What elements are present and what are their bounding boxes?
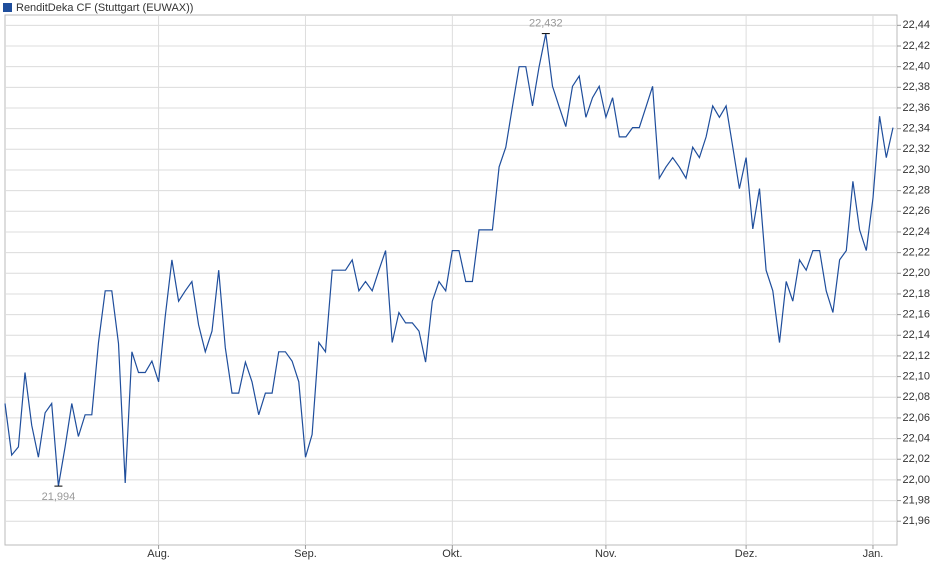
- extreme-label: 22,432: [529, 18, 563, 30]
- y-tick-label: 22,36: [902, 102, 930, 114]
- x-tick-label: Dez.: [735, 548, 758, 560]
- x-tick-label: Sep.: [294, 548, 317, 560]
- y-tick-label: 22,16: [902, 309, 930, 321]
- y-tick-label: 21,96: [902, 515, 930, 527]
- y-tick-label: 22,08: [902, 391, 930, 403]
- legend-swatch: [3, 3, 12, 12]
- y-tick-label: 22,14: [902, 329, 930, 341]
- y-tick-label: 22,12: [902, 350, 930, 362]
- x-tick-label: Nov.: [595, 548, 617, 560]
- y-tick-label: 22,10: [902, 371, 930, 383]
- y-tick-label: 22,38: [902, 81, 930, 93]
- y-tick-label: 22,44: [902, 19, 930, 31]
- y-tick-label: 22,18: [902, 288, 930, 300]
- line-series: [4, 33, 894, 487]
- y-tick-label: 22,32: [902, 143, 930, 155]
- y-tick-label: 22,40: [902, 61, 930, 73]
- y-tick-label: 22,26: [902, 205, 930, 217]
- y-tick-label: 22,34: [902, 123, 930, 135]
- y-tick-label: 22,22: [902, 247, 930, 259]
- x-tick-label: Okt.: [442, 548, 462, 560]
- y-tick-label: 22,28: [902, 185, 930, 197]
- y-tick-label: 22,06: [902, 412, 930, 424]
- extreme-label: 21,994: [42, 491, 76, 503]
- y-tick-label: 22,20: [902, 267, 930, 279]
- x-tick-label: Aug.: [147, 548, 170, 560]
- y-tick-label: 21,98: [902, 494, 930, 506]
- y-tick-label: 22,30: [902, 164, 930, 176]
- y-tick-label: 22,04: [902, 432, 930, 444]
- plot-area: [4, 14, 898, 546]
- legend-label: RenditDeka CF (Stuttgart (EUWAX)): [16, 2, 193, 14]
- y-tick-label: 22,02: [902, 453, 930, 465]
- y-tick-label: 22,24: [902, 226, 930, 238]
- y-tick-label: 22,00: [902, 474, 930, 486]
- y-tick-label: 22,42: [902, 40, 930, 52]
- x-tick-label: Jan.: [863, 548, 884, 560]
